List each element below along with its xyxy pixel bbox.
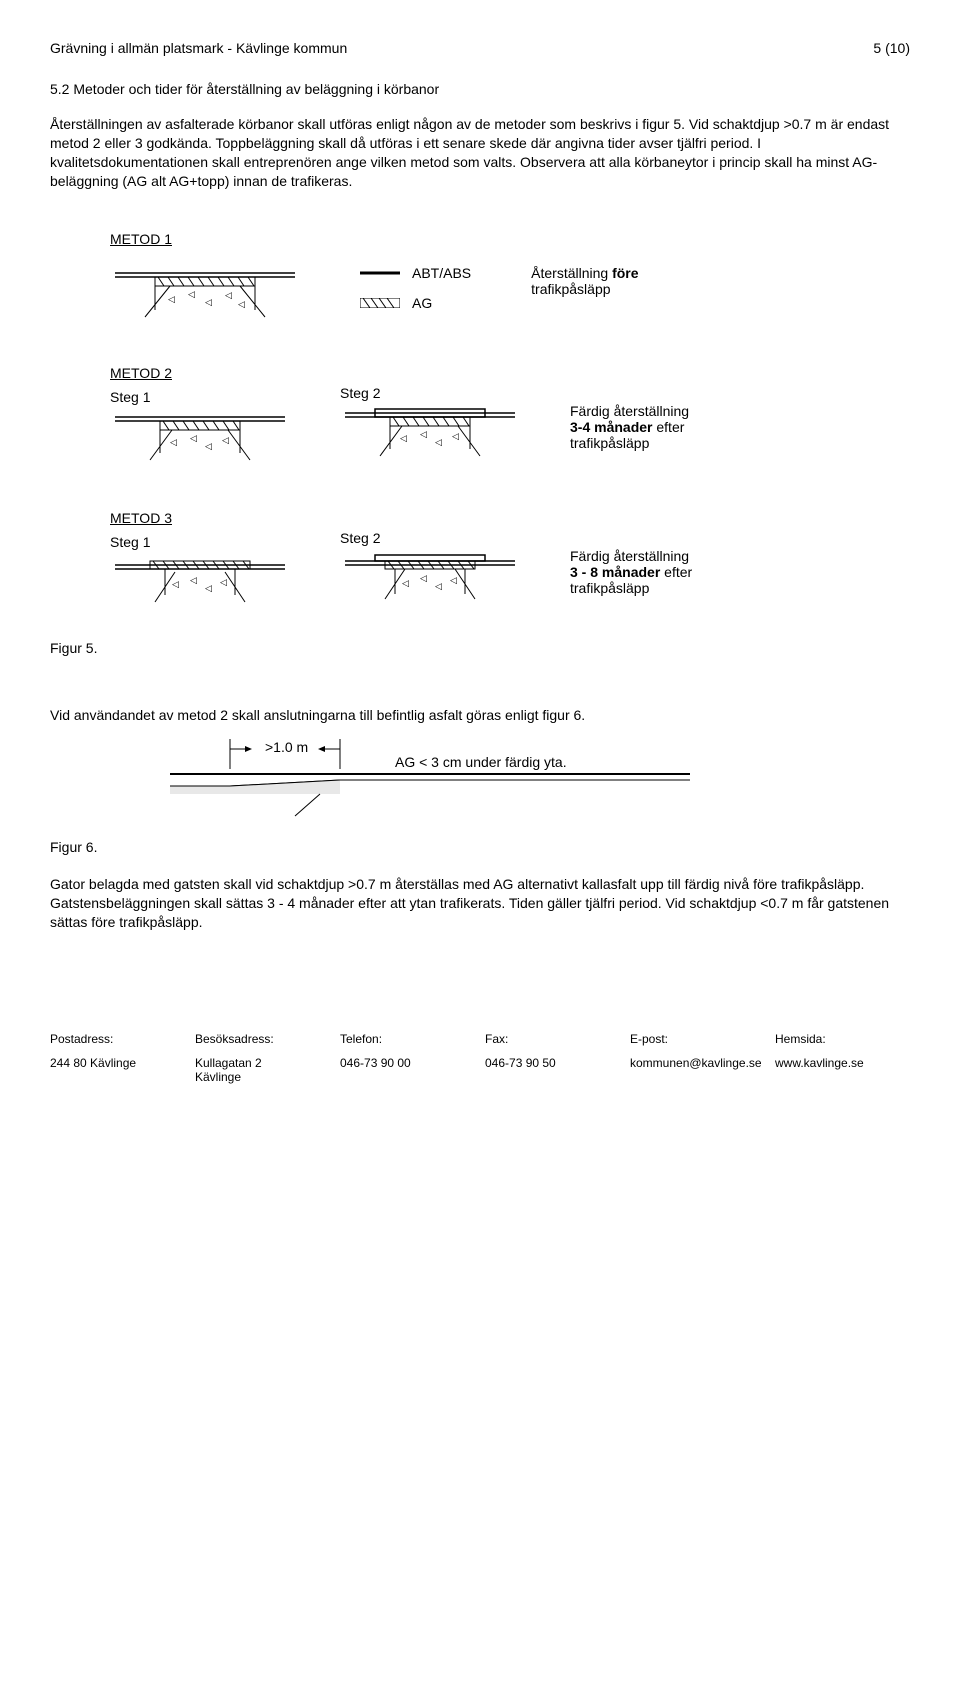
- m2-step2-icon: ◁ ◁ ◁ ◁: [340, 401, 520, 466]
- svg-text:◁: ◁: [450, 575, 457, 585]
- method-2-label: METOD 2: [110, 365, 290, 381]
- footer-label-post: Postadress:: [50, 1032, 195, 1046]
- m1-desc-bold: före: [612, 265, 638, 281]
- m1-desc-l1: Återställning: [531, 265, 608, 281]
- m2-desc-l1: Färdig återställning: [570, 403, 689, 419]
- footer-label-hem: Hemsida:: [775, 1032, 910, 1046]
- svg-text:◁: ◁: [402, 578, 409, 588]
- method-2-block: METOD 2 Steg 1 ◁ ◁ ◁ ◁ Steg 2: [110, 365, 910, 470]
- m3-step1: Steg 1: [110, 534, 290, 550]
- method-3-label: METOD 3: [110, 510, 290, 526]
- svg-text:◁: ◁: [225, 290, 232, 300]
- svg-text:◁: ◁: [205, 441, 212, 451]
- fig6-dim-text: >1.0 m: [265, 739, 308, 755]
- m2-desc-bold: 3-4 månader: [570, 419, 652, 435]
- m2-step2: Steg 2: [340, 385, 520, 401]
- method-1-label: METOD 1: [110, 231, 910, 247]
- m2-step1-icon: ◁ ◁ ◁ ◁: [110, 405, 290, 470]
- fig6-paragraph: Gator belagda med gatsten skall vid scha…: [50, 875, 910, 932]
- hatch-icon: [360, 298, 400, 308]
- footer-val-tel: 046-73 90 00: [340, 1056, 485, 1084]
- m1-desc-l2: trafikpåsläpp: [531, 281, 638, 297]
- m3-step1-icon: ◁ ◁ ◁ ◁: [110, 550, 290, 615]
- fig6-note-text: AG < 3 cm under färdig yta.: [395, 754, 567, 770]
- m3-desc-l1: Färdig återställning: [570, 548, 692, 564]
- svg-text:◁: ◁: [190, 433, 197, 443]
- method-1-block: METOD 1 ◁ ◁ ◁ ◁ ◁ ABT/ABS: [110, 231, 910, 325]
- figure-6-caption: Figur 6.: [50, 839, 910, 855]
- m2-desc-l3: trafikpåsläpp: [570, 435, 689, 451]
- svg-text:◁: ◁: [190, 575, 197, 585]
- m3-step2: Steg 2: [340, 530, 520, 546]
- svg-text:◁: ◁: [420, 429, 427, 439]
- footer-label-tel: Telefon:: [340, 1032, 485, 1046]
- svg-text:◁: ◁: [238, 299, 245, 309]
- method-3-block: METOD 3 Steg 1 ◁ ◁ ◁ ◁ Steg 2: [110, 510, 910, 615]
- svg-text:◁: ◁: [188, 289, 195, 299]
- svg-text:◁: ◁: [220, 577, 227, 587]
- m3-desc-bold: 3 - 8 månader: [570, 564, 660, 580]
- m2-desc-after: efter: [656, 419, 684, 435]
- figure-6-icon: >1.0 m AG < 3 cm under färdig yta.: [170, 734, 690, 819]
- figure-5-caption: Figur 5.: [50, 640, 910, 656]
- footer-val-fax: 046-73 90 50: [485, 1056, 630, 1084]
- footer-label-fax: Fax:: [485, 1032, 630, 1046]
- m3-step2-icon: ◁ ◁ ◁ ◁: [340, 546, 520, 611]
- section-paragraph: Återställningen av asfalterade körbanor …: [50, 115, 910, 191]
- m3-desc-l3: trafikpåsläpp: [570, 580, 692, 596]
- svg-text:◁: ◁: [452, 431, 459, 441]
- svg-text:◁: ◁: [420, 573, 427, 583]
- svg-text:◁: ◁: [222, 435, 229, 445]
- svg-text:◁: ◁: [170, 437, 177, 447]
- svg-text:◁: ◁: [400, 433, 407, 443]
- page-header: Grävning i allmän platsmark - Kävlinge k…: [50, 40, 910, 56]
- footer-label-besok: Besöksadress:: [195, 1032, 340, 1046]
- header-left: Grävning i allmän platsmark - Kävlinge k…: [50, 40, 347, 56]
- header-right: 5 (10): [873, 40, 910, 56]
- svg-text:◁: ◁: [205, 583, 212, 593]
- footer-label-epost: E-post:: [630, 1032, 775, 1046]
- footer-val-besok1: Kullagatan 2: [195, 1056, 330, 1070]
- footer-val-hem: www.kavlinge.se: [775, 1056, 910, 1084]
- cross-section-icon: ◁ ◁ ◁ ◁ ◁: [110, 255, 300, 325]
- legend-abt: ABT/ABS: [412, 265, 471, 281]
- method-2-desc: Färdig återställning 3-4 månader efter t…: [570, 403, 689, 451]
- svg-text:◁: ◁: [205, 297, 212, 307]
- svg-text:◁: ◁: [435, 581, 442, 591]
- m2-step1: Steg 1: [110, 389, 290, 405]
- method-1-desc: Återställning före trafikpåsläpp: [531, 265, 638, 297]
- solid-line-icon: [360, 270, 400, 276]
- figure-6-diagram: >1.0 m AG < 3 cm under färdig yta.: [170, 734, 910, 819]
- method-1-legend: ABT/ABS AG: [360, 265, 471, 311]
- svg-text:◁: ◁: [435, 437, 442, 447]
- method-1-cross-section: ◁ ◁ ◁ ◁ ◁: [110, 255, 300, 325]
- footer-val-epost: kommunen@kavlinge.se: [630, 1056, 775, 1084]
- fig6-intro: Vid användandet av metod 2 skall anslutn…: [50, 706, 910, 725]
- method-3-desc: Färdig återställning 3 - 8 månader efter…: [570, 548, 692, 596]
- footer-val-besok2: Kävlinge: [195, 1070, 330, 1084]
- svg-text:◁: ◁: [172, 579, 179, 589]
- legend-ag: AG: [412, 295, 432, 311]
- svg-text:◁: ◁: [168, 294, 175, 304]
- m3-desc-after: efter: [664, 564, 692, 580]
- page-footer: Postadress: Besöksadress: Telefon: Fax: …: [50, 1032, 910, 1084]
- footer-val-post: 244 80 Kävlinge: [50, 1056, 195, 1084]
- section-title: 5.2 Metoder och tider för återställning …: [50, 81, 910, 97]
- footer-val-besok: Kullagatan 2 Kävlinge: [195, 1056, 340, 1084]
